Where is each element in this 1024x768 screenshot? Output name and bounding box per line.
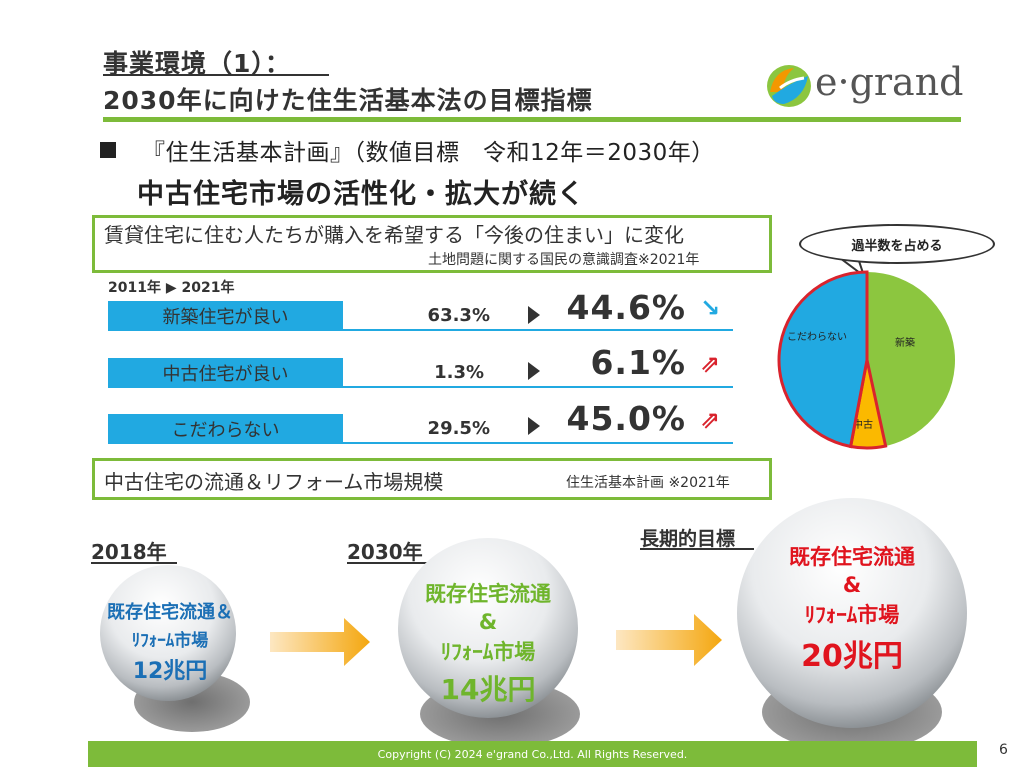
stage-year-2018: 2018年 bbox=[91, 540, 167, 564]
header-divider bbox=[103, 117, 961, 122]
stage-line1: 既存住宅流通 bbox=[789, 545, 915, 569]
stage-amount: 12兆円 bbox=[132, 659, 208, 684]
row-underline bbox=[343, 329, 733, 331]
row-value-2011: 29.5% bbox=[427, 418, 490, 439]
survey-box bbox=[92, 215, 772, 273]
egrand-logo-icon bbox=[767, 65, 811, 107]
row-value-2021: 6.1% bbox=[590, 343, 686, 382]
row-underline bbox=[343, 386, 733, 388]
pie-slice bbox=[777, 270, 869, 449]
market-box bbox=[92, 458, 772, 500]
sphere-2018 bbox=[100, 565, 250, 732]
plan-subheading: 中古住宅市場の活性化・拡大が続く bbox=[137, 179, 585, 210]
row-value-2021: 44.6% bbox=[566, 288, 686, 327]
market-title: 中古住宅の流通＆リフォーム市場規模 bbox=[104, 470, 444, 494]
stage-2018-text: 既存住宅流通＆ ﾘﾌｫｰﾑ市場 12兆円 bbox=[80, 598, 260, 685]
stage-line1: 既存住宅流通＆ bbox=[107, 602, 233, 623]
stage-longterm-text: 既存住宅流通 & ﾘﾌｫｰﾑ市場 20兆円 bbox=[752, 541, 952, 675]
slide-title-line1: 事業環境（1）： bbox=[103, 49, 291, 78]
stage-long-term: 長期的目標 bbox=[640, 528, 736, 550]
row-label-used: 中古住宅が良い bbox=[108, 358, 343, 388]
pie-slice-label: こだわらない bbox=[787, 331, 847, 343]
right-triangle-icon bbox=[528, 417, 540, 435]
row-label-any: こだわらない bbox=[108, 414, 343, 444]
stage-line2: ﾘﾌｫｰﾑ市場 bbox=[440, 640, 536, 664]
right-triangle-icon bbox=[528, 362, 540, 380]
years-label: 2011年 ▶ 2021年 bbox=[108, 280, 235, 296]
stage-amp: & bbox=[478, 610, 498, 634]
year-underline bbox=[640, 548, 754, 550]
pie-slice-label: 中古 bbox=[853, 418, 873, 431]
stage-2030-text: 既存住宅流通 & ﾘﾌｫｰﾑ市場 14兆円 bbox=[398, 578, 578, 708]
row-underline bbox=[343, 442, 733, 444]
stage-line2: ﾘﾌｫｰﾑ市場 bbox=[131, 631, 209, 651]
row-value-2021: 45.0% bbox=[566, 399, 686, 438]
trend-up-icon: ⇗ bbox=[700, 350, 721, 378]
plan-bullet-text: 『住生活基本計画』（数値目標 令和12年＝2030年） bbox=[142, 140, 715, 166]
copyright-text: Copyright (C) 2024 e'grand Co.,Ltd. All … bbox=[377, 747, 688, 761]
sphere-longterm bbox=[737, 498, 967, 752]
row-value-2011: 63.3% bbox=[427, 305, 490, 326]
growth-arrow bbox=[270, 618, 370, 666]
pie-slice bbox=[867, 272, 956, 447]
trend-up-icon: ⇗ bbox=[700, 406, 721, 434]
stage-amount: 20兆円 bbox=[801, 639, 903, 674]
footer-bar: Copyright (C) 2024 e'grand Co.,Ltd. All … bbox=[88, 741, 977, 767]
row-label-new: 新築住宅が良い bbox=[108, 301, 343, 331]
stage-amount: 14兆円 bbox=[440, 673, 536, 706]
pie-slice-label: 新築 bbox=[895, 336, 915, 349]
stage-line2: ﾘﾌｫｰﾑ市場 bbox=[804, 603, 900, 627]
trend-down-icon: ↘ bbox=[700, 294, 721, 322]
page-number: 6 bbox=[999, 742, 1008, 758]
plan-bullet: 『住生活基本計画』（数値目標 令和12年＝2030年） bbox=[100, 133, 715, 167]
market-source: 住生活基本計画 ※2021年 bbox=[566, 475, 730, 491]
slide-title-line2: 2030年に向けた住生活基本法の目標指標 bbox=[103, 86, 593, 115]
year-underline bbox=[347, 562, 433, 564]
row-value-2011: 1.3% bbox=[434, 362, 484, 383]
year-underline bbox=[91, 562, 177, 564]
sphere-2030 bbox=[398, 538, 580, 748]
stage-line1: 既存住宅流通 bbox=[425, 582, 551, 606]
stage-amp: & bbox=[842, 573, 862, 597]
right-triangle-icon bbox=[528, 306, 540, 324]
survey-source: 土地問題に関する国民の意識調査※2021年 bbox=[428, 252, 700, 268]
square-bullet-icon bbox=[100, 142, 116, 158]
company-logo-text: e·grand bbox=[815, 60, 964, 104]
survey-title: 賃貸住宅に住む人たちが購入を希望する「今後の住まい」に変化 bbox=[104, 223, 684, 247]
stage-year-2030: 2030年 bbox=[347, 540, 423, 564]
majority-callout: 過半数を占める bbox=[799, 224, 995, 264]
title-underline bbox=[103, 74, 329, 76]
growth-arrow bbox=[616, 614, 722, 666]
